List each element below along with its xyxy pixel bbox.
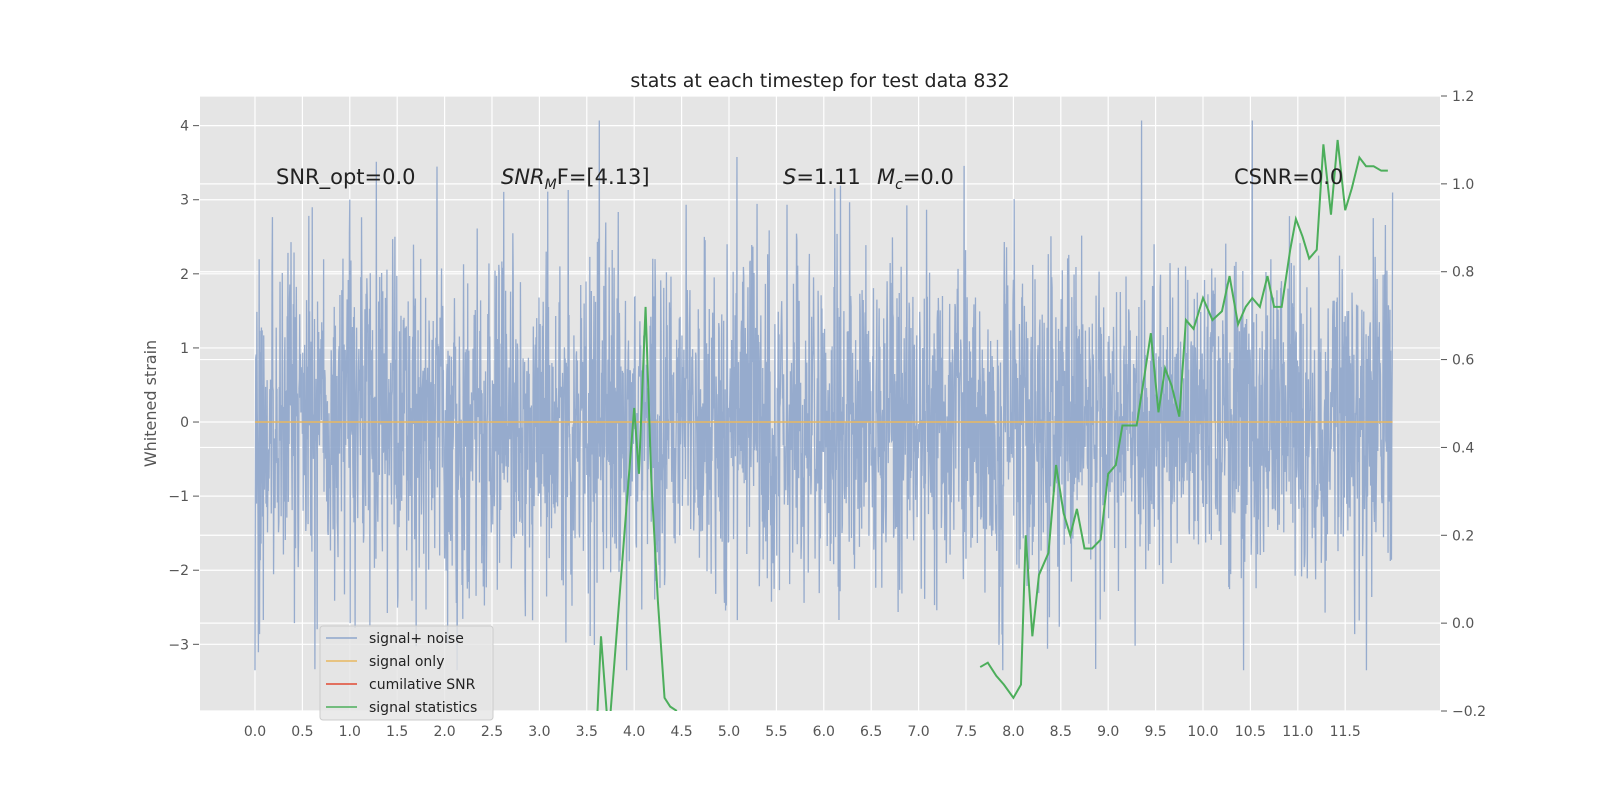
x-tick-label: 8.5: [1050, 724, 1072, 740]
y-axis-label: Whitened strain: [141, 340, 160, 467]
x-tick-label: 6.5: [860, 724, 882, 740]
y-tick-label: 1: [180, 341, 189, 357]
y-tick-label: −3: [168, 637, 189, 653]
y2-tick-label: 1.0: [1452, 177, 1474, 193]
legend-frame: [319, 625, 494, 721]
x-tick-label: 0.0: [244, 724, 266, 740]
annotation-mc-main: M: [877, 165, 895, 189]
chart-title: stats at each timestep for test data 832: [630, 70, 1009, 92]
annotation-snr-mf-main: SNR: [501, 165, 545, 189]
annotation-csnr: CSNR=0.0: [1234, 165, 1343, 189]
x-tick-label: 11.5: [1330, 724, 1361, 740]
y2-axis: 1.2 1.0 0.8 0.6 0.4 0.2 0.0 −0.2: [1441, 89, 1486, 720]
legend: signal+ noise signal only cumilative SNR…: [319, 625, 494, 721]
x-tick-label: 0.5: [291, 724, 313, 740]
annotation-mc: Mc=0.0: [877, 165, 954, 193]
x-tick-label: 10.0: [1187, 724, 1218, 740]
annotation-mc-rest: =0.0: [903, 165, 954, 189]
series-signal-noise: [254, 120, 1394, 671]
annotation-mc-sub: c: [895, 177, 903, 193]
x-tick-label: 2.0: [433, 724, 455, 740]
x-tick-label: 7.0: [907, 724, 929, 740]
y-tick-label: 4: [180, 119, 189, 135]
annotation-snr-mf: SNRMF=[4.13]: [501, 165, 650, 193]
x-tick-label: 10.5: [1235, 724, 1266, 740]
x-tick-label: 8.0: [1002, 724, 1024, 740]
annotation-snr-mf-rest: F=[4.13]: [557, 165, 650, 189]
annotation-s-main: S: [783, 165, 796, 189]
y-tick-label: 2: [180, 267, 189, 283]
legend-label-cumilative-snr: cumilative SNR: [369, 677, 476, 693]
y-tick-label: −1: [168, 489, 189, 505]
y-axis: 4 3 2 1 0 −1 −2 −3: [168, 119, 199, 653]
annotation-s-rest: =1.11: [796, 165, 860, 189]
y2-tick-label: 1.2: [1452, 89, 1474, 105]
x-tick-label: 9.0: [1097, 724, 1119, 740]
legend-label-signal-noise: signal+ noise: [369, 631, 464, 647]
series-signal-statistics: [596, 139, 1388, 711]
x-tick-label: 4.0: [623, 724, 645, 740]
y2-tick-label: 0.2: [1452, 528, 1474, 544]
legend-label-signal-statistics: signal statistics: [369, 700, 477, 716]
y2-tick-label: −0.2: [1452, 704, 1486, 720]
y2-tick-label: 0.8: [1452, 265, 1474, 281]
plot-content: [254, 120, 1394, 711]
x-axis: 0.0 0.5 1.0 1.5 2.0 2.5 3.0 3.5 4.0 4.5 5.0 5.5 6.0 6…: [244, 724, 1361, 740]
y-tick-label: 0: [180, 415, 189, 431]
annotation-snr-opt: SNR_opt=0.0: [276, 165, 416, 190]
x-tick-label: 2.5: [481, 724, 503, 740]
annotation-snr-mf-sub: M: [545, 177, 557, 193]
x-tick-label: 9.5: [1144, 724, 1166, 740]
y-tick-label: 3: [180, 193, 189, 209]
x-tick-label: 3.0: [528, 724, 550, 740]
x-tick-label: 11.0: [1282, 724, 1313, 740]
x-tick-label: 3.5: [576, 724, 598, 740]
x-tick-label: 4.5: [670, 724, 692, 740]
legend-label-signal-only: signal only: [369, 654, 444, 670]
x-tick-label: 7.5: [955, 724, 977, 740]
x-tick-label: 5.0: [718, 724, 740, 740]
y-tick-label: −2: [168, 563, 189, 579]
y2-tick-label: 0.0: [1452, 616, 1474, 632]
x-tick-label: 5.5: [765, 724, 787, 740]
x-tick-label: 6.0: [813, 724, 835, 740]
y2-tick-label: 0.6: [1452, 353, 1474, 369]
x-tick-label: 1.0: [339, 724, 361, 740]
annotation-s: S=1.11: [783, 165, 861, 189]
x-tick-label: 1.5: [386, 724, 408, 740]
y2-tick-label: 0.4: [1452, 440, 1474, 456]
